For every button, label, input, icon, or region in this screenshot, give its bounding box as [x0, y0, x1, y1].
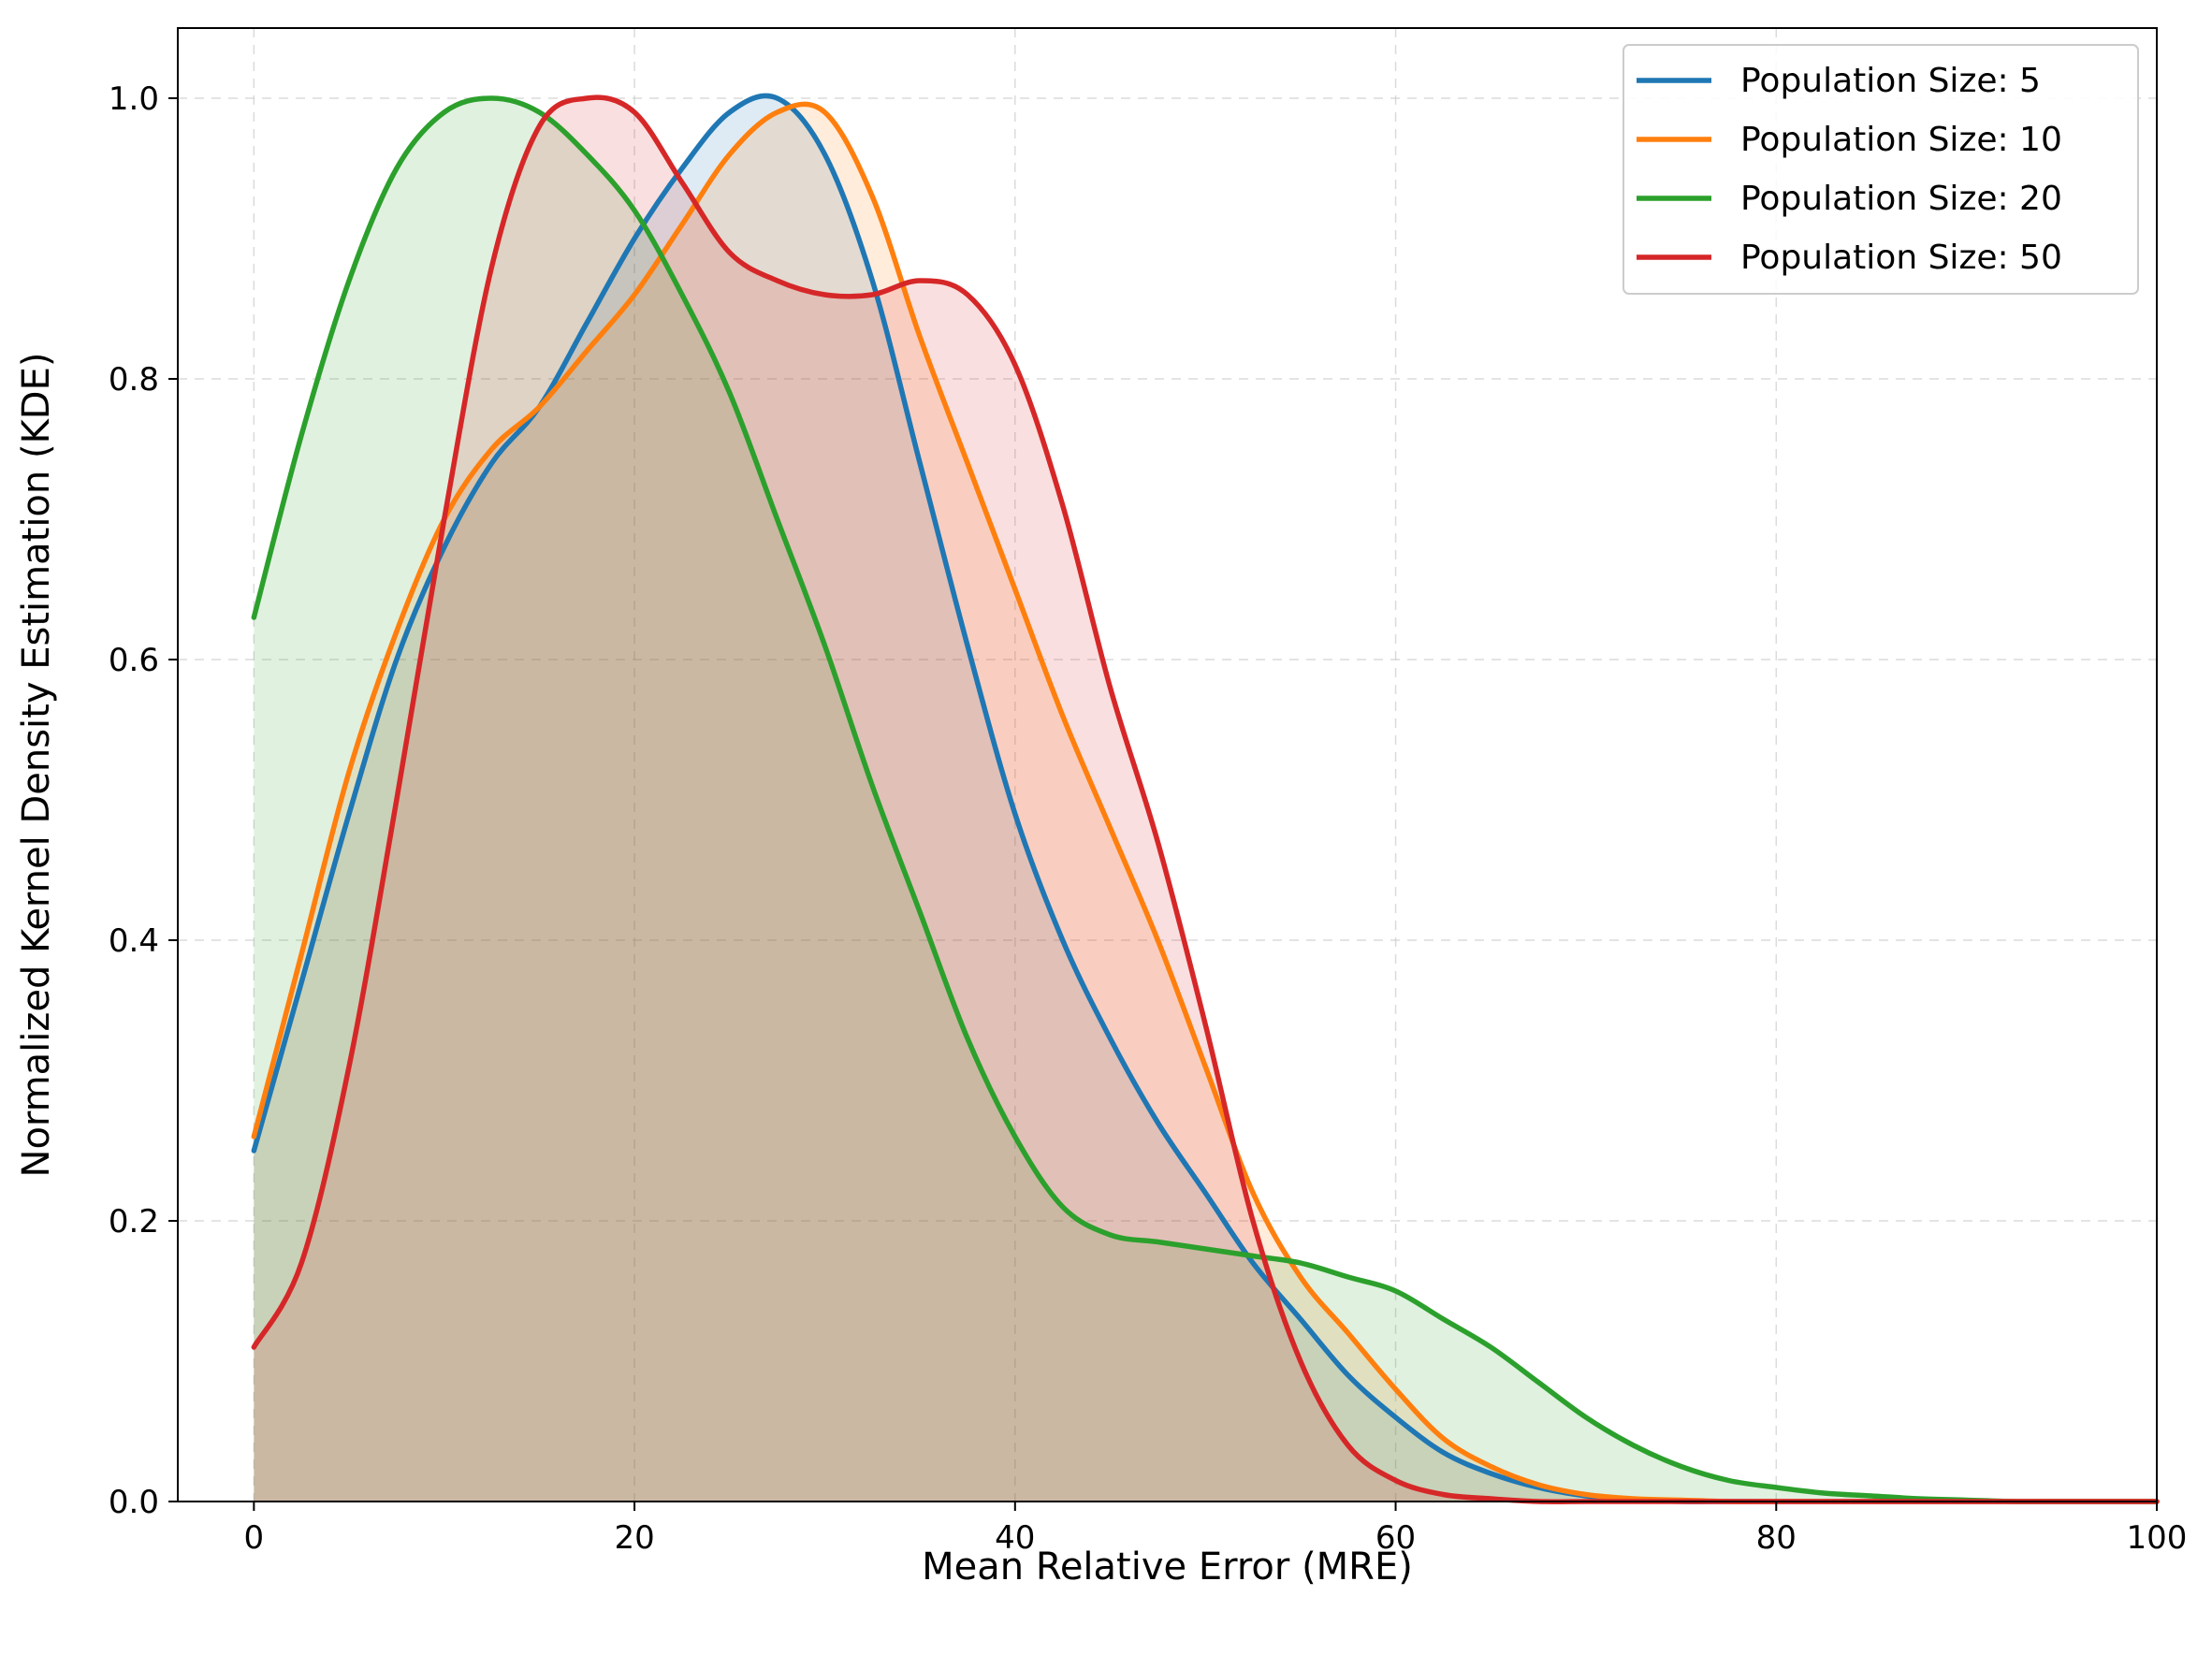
axis-ticks: 0 20 40 60 80 100 0.0 0.2 0.4 0.6 0.8 1.0	[109, 80, 2188, 1557]
series-line-3	[251, 95, 2160, 1504]
legend-label-1: Population Size: 5	[1740, 62, 2041, 100]
legend: Population Size: 5 Population Size: 10 Pop…	[1623, 44, 2139, 295]
series-area-4	[254, 97, 2158, 1502]
plot-frame	[177, 27, 2158, 1502]
x-tick-label: 20	[614, 1519, 654, 1557]
area-fills	[254, 95, 2158, 1502]
x-tick-label: 60	[1375, 1519, 1416, 1557]
y-tick-label: 1.0	[109, 80, 159, 118]
y-tick-label: 0.8	[109, 361, 159, 399]
legend-box	[1623, 44, 2139, 295]
y-tick-label: 0.4	[109, 922, 159, 960]
y-tick-label: 0.0	[109, 1484, 159, 1521]
x-tick-label: 80	[1756, 1519, 1797, 1557]
y-tick-label: 0.6	[109, 642, 159, 679]
series-area-1	[254, 95, 2158, 1502]
x-axis-label: Mean Relative Error (MRE)	[922, 1545, 1413, 1589]
legend-label-4: Population Size: 50	[1740, 239, 2062, 277]
x-tick-label: 100	[2127, 1519, 2188, 1557]
x-tick-label: 40	[995, 1519, 1035, 1557]
x-tick-label: 0	[244, 1519, 265, 1557]
series-area-3	[254, 98, 2158, 1502]
y-axis-label: Normalized Kernel Density Estimation (KD…	[15, 353, 58, 1178]
legend-label-2: Population Size: 10	[1740, 121, 2062, 159]
series-area-2	[254, 104, 2158, 1502]
legend-label-3: Population Size: 20	[1740, 180, 2062, 218]
y-tick-label: 0.2	[109, 1203, 159, 1240]
